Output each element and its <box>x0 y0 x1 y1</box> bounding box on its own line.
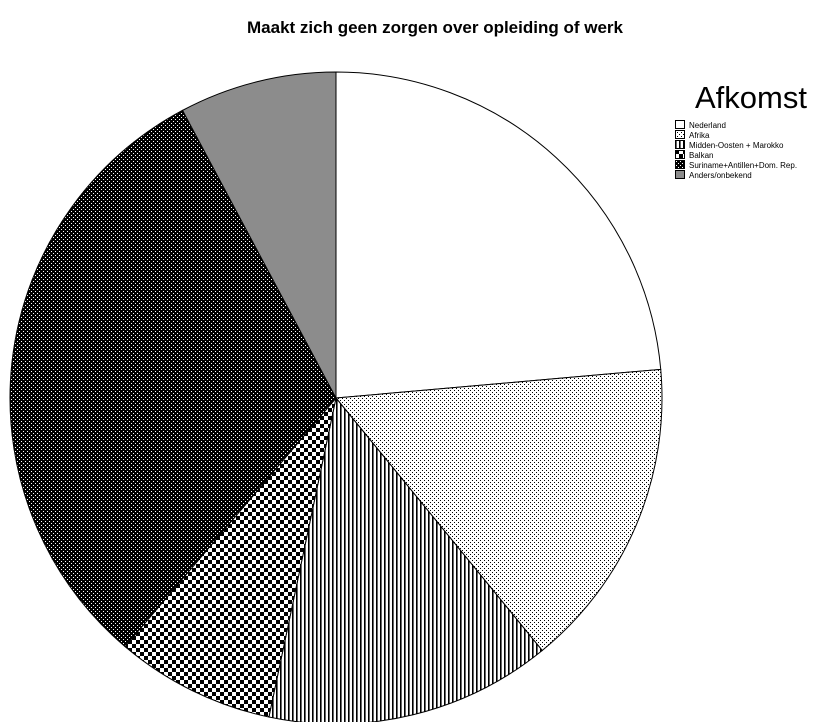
legend-item: Midden-Oosten + Marokko <box>675 140 837 150</box>
legend-swatch <box>675 140 685 149</box>
legend-label: Suriname+Antillen+Dom. Rep. <box>689 160 798 170</box>
legend-item: Nederland <box>675 120 837 130</box>
legend-swatch <box>675 120 685 129</box>
legend-item: Balkan <box>675 150 837 160</box>
legend-item: Afrika <box>675 130 837 140</box>
pie-slice-anders-onbekend <box>181 71 337 399</box>
legend-title: Afkomst <box>695 80 807 115</box>
legend-label: Nederland <box>689 120 726 130</box>
pie-slice-suriname-antillen-dom-rep <box>9 109 337 648</box>
legend-label: Midden-Oosten + Marokko <box>689 140 784 150</box>
legend-label: Anders/onbekend <box>689 170 752 180</box>
pie-slice-balkan <box>124 397 337 718</box>
legend: Afkomst Nederland Afrika Midden-Oosten + M… <box>675 80 837 180</box>
chart-title: Maakt zich geen zorgen over opleiding of… <box>247 18 623 37</box>
legend-swatch <box>675 130 685 139</box>
pie-slice-afrika <box>335 368 663 652</box>
legend-swatch <box>675 170 685 179</box>
legend-item: Anders/onbekend <box>675 170 837 180</box>
legend-label: Afrika <box>689 130 710 140</box>
legend-swatch <box>675 150 685 159</box>
legend-item: Suriname+Antillen+Dom. Rep. <box>675 160 837 170</box>
pie-slice-nederland <box>335 71 662 399</box>
legend-label: Balkan <box>689 150 714 160</box>
legend-swatch <box>675 160 685 169</box>
